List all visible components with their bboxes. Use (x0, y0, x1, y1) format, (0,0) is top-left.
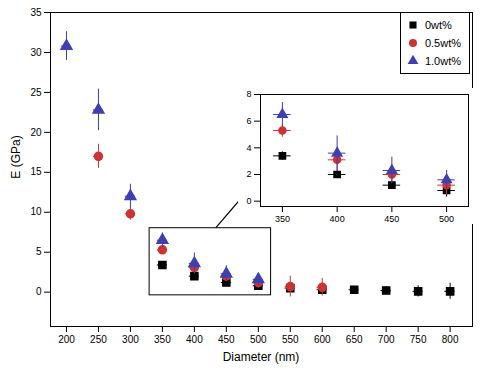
html-text:0.5wt%: 0.5wt% (424, 37, 461, 49)
svg-text:8: 8 (246, 89, 251, 99)
svg-text:350: 350 (275, 214, 290, 224)
svg-text:200: 200 (58, 334, 75, 345)
svg-text:700: 700 (378, 334, 395, 345)
svg-text:0: 0 (246, 196, 251, 206)
svg-text:500: 500 (439, 214, 454, 224)
svg-text:250: 250 (90, 334, 107, 345)
svg-text:2: 2 (246, 169, 251, 179)
svg-text:650: 650 (346, 334, 363, 345)
svg-text:400: 400 (330, 214, 345, 224)
svg-text:4: 4 (246, 143, 251, 153)
svg-text:350: 350 (154, 334, 171, 345)
svg-text:20: 20 (30, 127, 42, 138)
html-text:E (GPa): E (GPa) (9, 135, 23, 179)
svg-text:450: 450 (218, 334, 235, 345)
svg-text:500: 500 (250, 334, 267, 345)
svg-text:550: 550 (282, 334, 299, 345)
svg-text:450: 450 (384, 214, 399, 224)
html-text:0wt%: 0wt% (424, 19, 452, 31)
svg-text:750: 750 (410, 334, 427, 345)
svg-text:5: 5 (36, 246, 42, 257)
svg-text:0: 0 (36, 286, 42, 297)
html-text:1.0wt%: 1.0wt% (424, 55, 461, 67)
svg-text:10: 10 (30, 206, 42, 217)
svg-text:600: 600 (314, 334, 331, 345)
svg-text:15: 15 (30, 166, 42, 177)
svg-text:800: 800 (442, 334, 459, 345)
svg-text:300: 300 (122, 334, 139, 345)
html-text:Diameter (nm): Diameter (nm) (222, 350, 300, 364)
svg-text:25: 25 (30, 87, 42, 98)
svg-text:400: 400 (186, 334, 203, 345)
svg-text:30: 30 (30, 47, 42, 58)
svg-text:6: 6 (246, 116, 251, 126)
svg-text:35: 35 (30, 7, 42, 18)
